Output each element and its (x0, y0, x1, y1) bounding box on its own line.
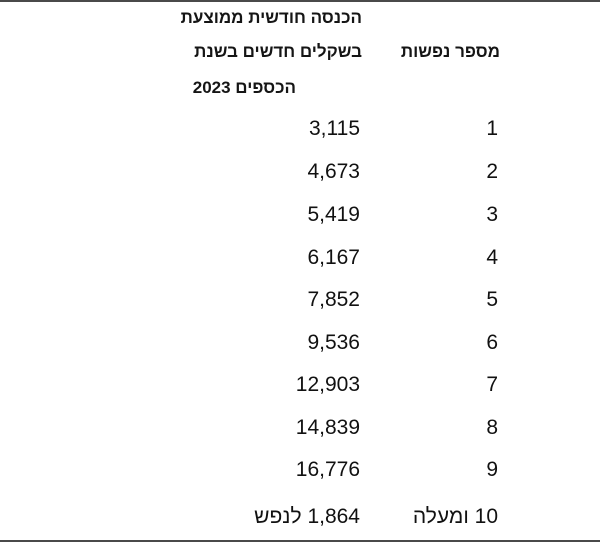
table-row: 7,852 5 (0, 285, 600, 315)
income-cell: 4,673 (307, 160, 360, 183)
people-cell: 2 (486, 160, 498, 183)
table-row: 6,167 4 (0, 243, 600, 273)
income-cell: 5,419 (307, 203, 360, 226)
table-row: 1,864 לנפש 10 ומעלה (0, 502, 600, 532)
people-cell: 6 (486, 331, 498, 354)
people-cell: 1 (486, 117, 498, 140)
income-cell: 3,115 (309, 117, 360, 140)
people-cell: 8 (486, 416, 498, 439)
people-header: מספר נפשות (400, 42, 500, 61)
people-cell: 7 (486, 373, 498, 396)
table-row: 5,419 3 (0, 200, 600, 230)
income-cell: 9,536 (307, 331, 360, 354)
people-cell: 5 (486, 288, 498, 311)
income-cell: 6,167 (307, 246, 360, 269)
table-row: 12,903 7 (0, 370, 600, 400)
income-cell: 16,776 (295, 458, 360, 481)
income-cell: 14,839 (295, 416, 360, 439)
people-cell: 4 (486, 246, 498, 269)
table-row: 16,776 9 (0, 455, 600, 485)
income-header-line-1: הכנסה חודשית ממוצעת (180, 8, 362, 27)
income-header-line-3: הכספים 2023 (192, 78, 296, 97)
income-header-line-2: בשקלים חדשים בשנת (194, 42, 362, 61)
table-row: 4,673 2 (0, 157, 600, 187)
income-cell: 7,852 (307, 288, 360, 311)
table-row: 3,115 1 (0, 114, 600, 144)
income-cell: 12,903 (295, 373, 360, 396)
table-row: 14,839 8 (0, 413, 600, 443)
people-cell: 9 (486, 458, 498, 481)
table-row: 9,536 6 (0, 328, 600, 358)
people-cell: 10 ומעלה (412, 505, 498, 528)
income-cell: 1,864 לנפש (254, 505, 360, 528)
people-cell: 3 (486, 203, 498, 226)
